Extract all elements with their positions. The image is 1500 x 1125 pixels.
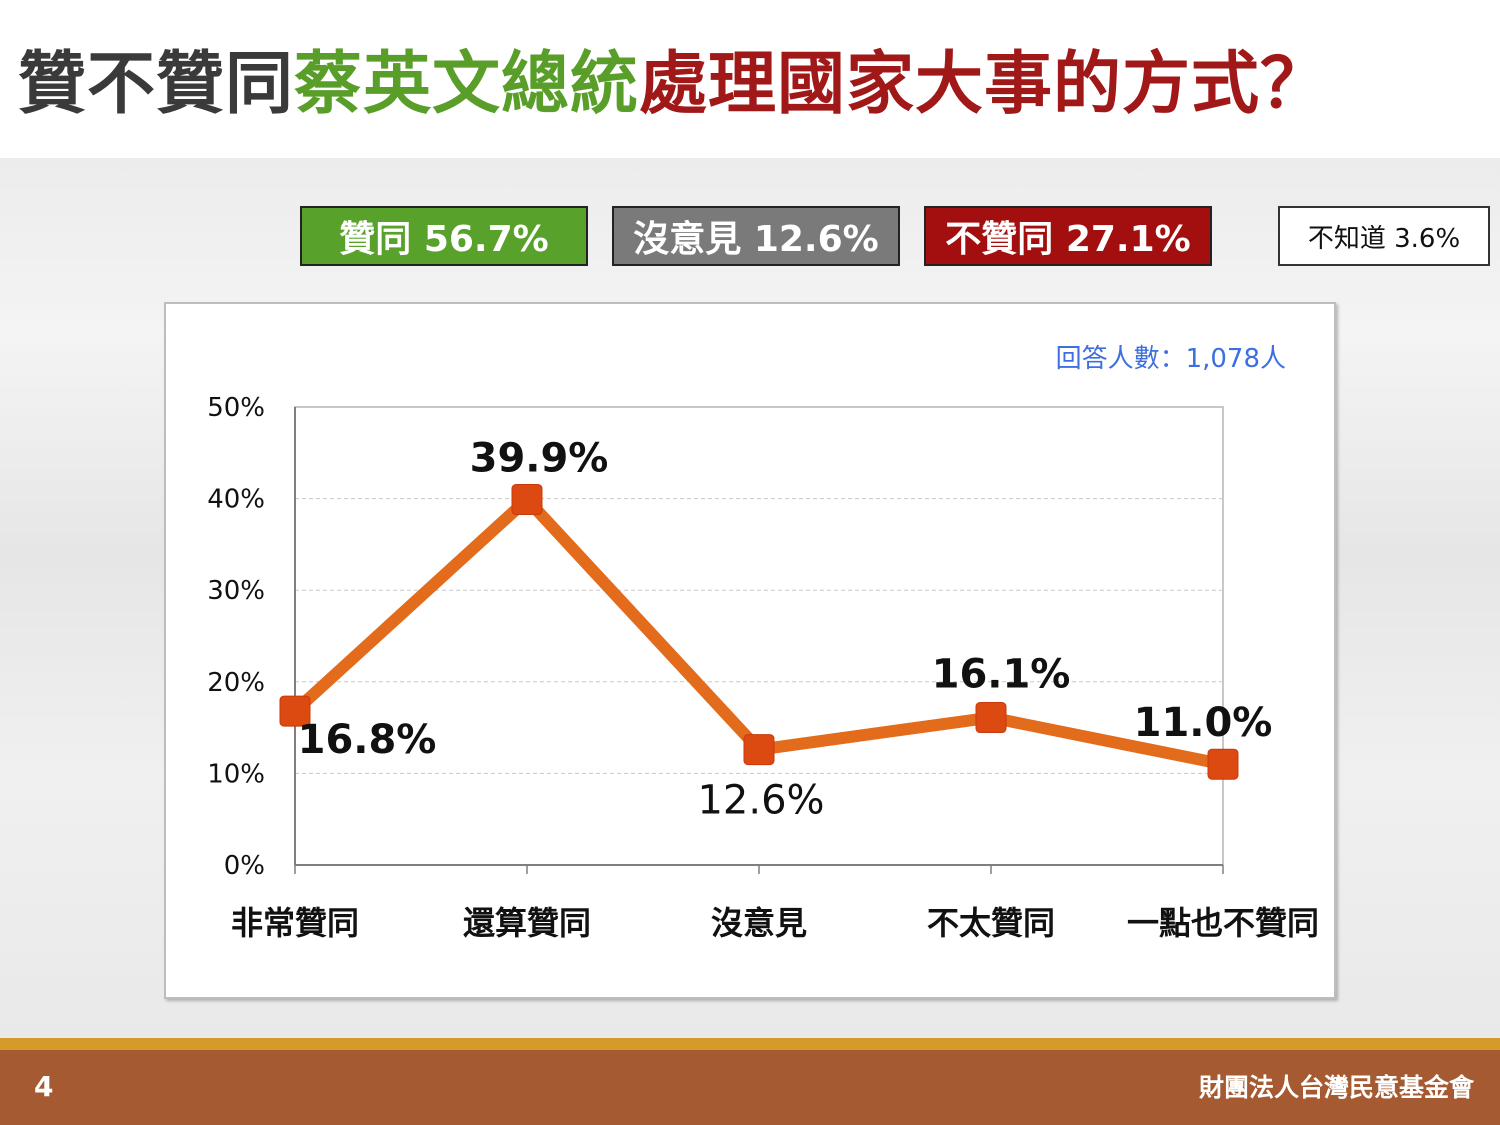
page-title: 贊不贊同蔡英文總統處理國家大事的方式？	[18, 40, 1329, 130]
chart-panel: 回答人數：1,078人 0% 10% 20% 30% 40% 50% 非常贊同 還算贊同 沒意見…	[164, 302, 1336, 999]
summary-neutral-box: 沒意見 12.6%	[612, 206, 900, 266]
data-label: 11.0%	[1134, 700, 1273, 746]
summary-disapprove-label: 不贊同 27.1%	[945, 219, 1191, 260]
title-part-question: 處理國家大事的方式？	[639, 45, 1330, 124]
title-part-president: 蔡英文總統	[294, 45, 640, 124]
data-label: 16.8%	[298, 717, 437, 763]
footer-bar	[0, 1050, 1500, 1125]
summary-unknown-label: 不知道 3.6%	[1307, 223, 1461, 254]
x-category-label: 不太贊同	[927, 904, 1055, 942]
summary-unknown-box: 不知道 3.6%	[1278, 206, 1490, 266]
page-number: 4	[34, 1070, 54, 1103]
y-tick-label: 40%	[207, 485, 265, 515]
x-category-label: 沒意見	[711, 904, 807, 942]
y-tick-label: 20%	[207, 668, 265, 698]
footer-accent-line	[0, 1038, 1500, 1050]
data-point-marker	[975, 702, 1007, 734]
data-label: 16.1%	[932, 652, 1071, 698]
title-part-approve: 贊不贊同	[18, 45, 295, 124]
data-point-marker	[511, 484, 543, 516]
data-point-marker	[279, 695, 311, 727]
x-category-label: 一點也不贊同	[1127, 904, 1319, 942]
x-category-label: 還算贊同	[463, 904, 591, 942]
summary-disapprove-box: 不贊同 27.1%	[924, 206, 1212, 266]
data-label: 39.9%	[470, 436, 609, 482]
respondent-count: 回答人數：1,078人	[1056, 344, 1286, 374]
y-tick-label: 30%	[207, 576, 265, 606]
y-tick-label: 0%	[224, 851, 265, 881]
summary-approve-label: 贊同 56.7%	[339, 219, 549, 260]
data-point-marker	[743, 734, 775, 766]
line-chart: 回答人數：1,078人 0% 10% 20% 30% 40% 50% 非常贊同 還算贊同 沒意見…	[207, 344, 1319, 942]
data-point-marker	[1207, 748, 1239, 780]
y-tick-label: 10%	[207, 759, 265, 789]
title-bar: 贊不贊同蔡英文總統處理國家大事的方式？	[0, 0, 1500, 158]
x-category-label: 非常贊同	[231, 904, 359, 942]
summary-neutral-label: 沒意見 12.6%	[633, 219, 879, 260]
summary-approve-box: 贊同 56.7%	[300, 206, 588, 266]
y-tick-label: 50%	[207, 393, 265, 423]
data-label: 12.6%	[697, 778, 824, 824]
organization-name: 財團法人台灣民意基金會	[1198, 1073, 1474, 1102]
